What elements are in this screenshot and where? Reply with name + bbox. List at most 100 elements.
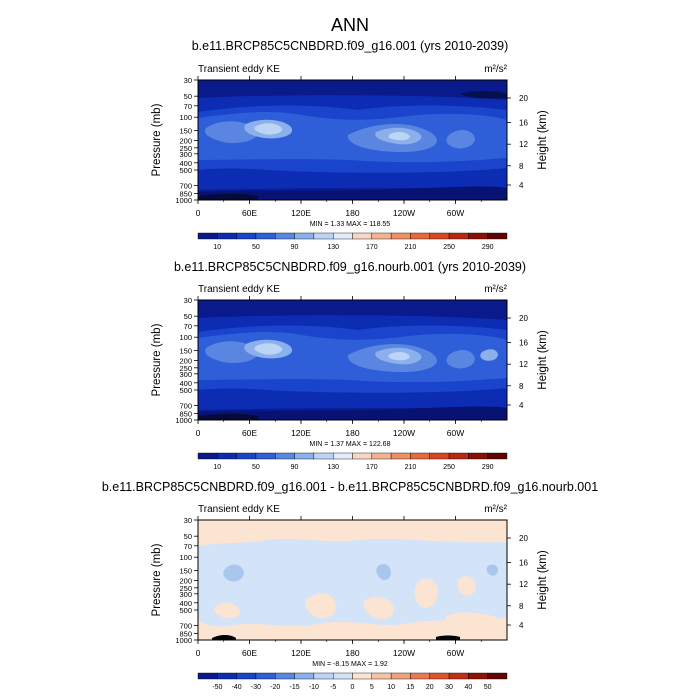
field-band [446,130,475,149]
field-band [254,123,283,135]
field-band [480,349,498,361]
colorbar-label: 210 [405,464,417,471]
colorbar-label: 130 [327,464,339,471]
field-band [212,635,236,640]
panel-1: b.e11.BRCP85C5CNBDRD.f09_g16.001 (yrs 20… [151,39,549,251]
colorbar-label: -50 [212,684,222,691]
colorbar-swatch [332,452,353,460]
field-band [213,602,240,619]
height-tick-label: 12 [519,140,528,149]
x-tick-label: 120W [393,428,415,438]
colorbar-label: -10 [309,684,319,691]
colorbar-swatch [352,452,373,460]
field-band [376,564,391,580]
colorbar-swatch [236,452,257,460]
colorbar-label: -15 [290,684,300,691]
x-tick-label: 180 [345,648,359,658]
y-tick-label: 200 [179,577,192,586]
y-axis-label-right: Height (km) [537,110,549,170]
colorbar-swatch [217,672,237,680]
field-band [205,341,258,364]
colorbar-swatch [294,672,315,680]
field-band [414,578,438,609]
y-tick-label: 250 [179,584,192,593]
y-tick-label: 50 [184,532,192,541]
field-band [198,193,258,200]
colorbar-swatch [487,452,508,460]
x-tick-label: 120E [291,208,311,218]
colorbar-label: 130 [327,244,339,251]
x-tick-label: 60E [242,648,257,658]
panel-2: b.e11.BRCP85C5CNBDRD.f09_g16.nourb.001 (… [151,260,549,471]
colorbar-swatch [313,672,334,680]
page-title: ANN [331,15,369,35]
colorbar-label: 250 [443,244,455,251]
colorbar-label: 290 [482,464,494,471]
colorbar-label: 10 [213,244,221,251]
y-axis-label-left: Pressure (mb) [151,543,163,616]
colorbar-swatch [429,452,450,460]
y-tick-label: 150 [179,566,192,575]
colorbar-swatch [332,672,353,680]
height-tick-label: 20 [519,314,528,323]
y-tick-label: 250 [179,144,192,153]
colorbar-swatch [371,672,392,680]
colorbar-swatch [275,672,295,680]
field-band [446,350,475,369]
y-tick-label: 150 [179,346,192,355]
colorbar-swatch [294,232,315,240]
field-band [457,576,476,596]
field-band [198,186,507,200]
y-tick-label: 500 [179,166,192,175]
x-tick-label: 120W [393,648,415,658]
field-band [486,564,498,576]
field-band [205,121,258,144]
colorbar-label: 20 [426,684,434,691]
colorbar-swatch [332,232,353,240]
field-band [388,131,410,141]
y-tick-label: 700 [179,622,192,631]
colorbar-label: 10 [387,684,395,691]
x-tick-label: 60E [242,208,257,218]
colorbar-swatch [236,672,257,680]
field-band [445,612,499,629]
colorbar-swatch [487,232,508,240]
colorbar-label: 250 [443,464,455,471]
y-tick-label: 50 [184,312,192,321]
y-tick-label: 1000 [175,636,192,645]
y-tick-label: 30 [184,516,192,525]
colorbar-swatch [429,232,450,240]
y-tick-label: 1000 [175,196,192,205]
colorbar-swatch [448,452,469,460]
y-tick-label: 850 [179,629,192,638]
y-tick-label: 300 [179,590,192,599]
height-tick-label: 16 [519,339,528,348]
x-tick-label: 120W [393,208,415,218]
y-tick-label: 100 [179,333,192,342]
colorbar-swatch [410,672,430,680]
colorbar-label: 5 [370,684,374,691]
y-tick-label: 400 [179,159,192,168]
colorbar-swatch [352,672,373,680]
y-tick-label: 300 [179,370,192,379]
colorbar-label: 50 [484,684,492,691]
y-tick-label: 500 [179,606,192,615]
y-axis-label-left: Pressure (mb) [151,103,163,176]
y-tick-label: 50 [184,92,192,101]
colorbar-swatch [410,232,430,240]
colorbar-swatch [468,672,488,680]
panel-3: b.e11.BRCP85C5CNBDRD.f09_g16.001 - b.e11… [102,480,598,691]
panel-title: b.e11.BRCP85C5CNBDRD.f09_g16.001 (yrs 20… [192,39,509,53]
height-tick-label: 12 [519,360,528,369]
colorbar-label: -5 [330,684,336,691]
height-tick-label: 4 [519,621,524,630]
colorbar-swatch [429,672,450,680]
colorbar-label: -40 [232,684,242,691]
colorbar-label: 90 [291,244,299,251]
y-tick-label: 200 [179,137,192,146]
colorbar-swatch [468,232,488,240]
colorbar-label: 10 [213,464,221,471]
variable-label: Transient eddy KE [198,284,280,295]
colorbar-swatch [217,232,237,240]
